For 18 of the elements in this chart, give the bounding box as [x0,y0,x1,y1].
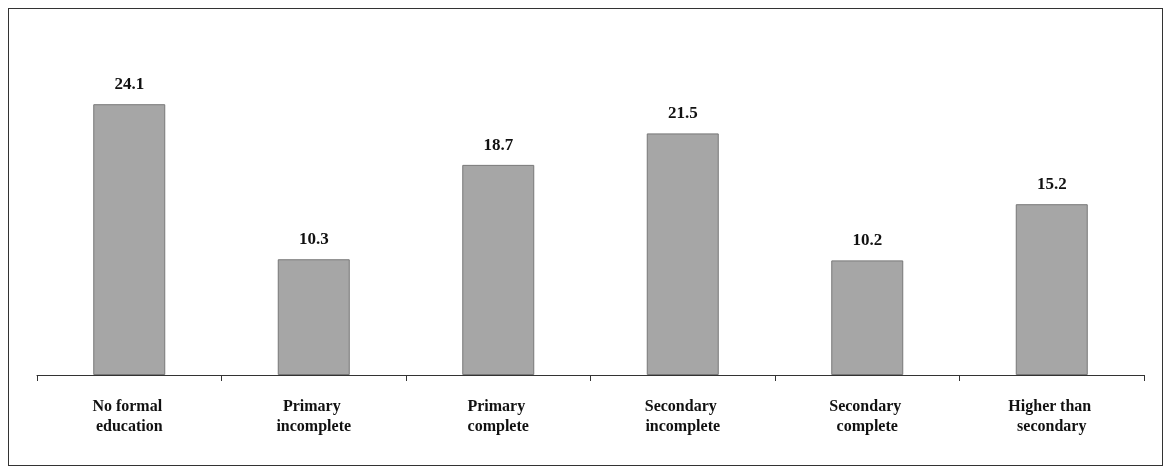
bar [277,259,350,375]
bar [1015,204,1088,375]
x-tick-label: Secondary complete [829,396,906,435]
bar [831,260,904,375]
data-label: 18.7 [483,134,514,154]
x-tick-label: Primary incomplete [276,396,352,435]
x-tick-label: Higher than secondary [1008,396,1096,435]
bar [93,104,166,375]
data-label: 15.2 [1036,174,1067,194]
data-label: 21.5 [667,103,698,123]
x-tick-label: No formal education [92,396,167,434]
data-label: 10.2 [852,230,883,250]
data-label: 24.1 [114,74,145,94]
bar [462,164,535,375]
x-tick-label: Primary complete [467,396,530,435]
bar [646,133,719,375]
data-label: 10.3 [298,229,329,249]
x-tick-label: Secondary incomplete [644,396,721,435]
